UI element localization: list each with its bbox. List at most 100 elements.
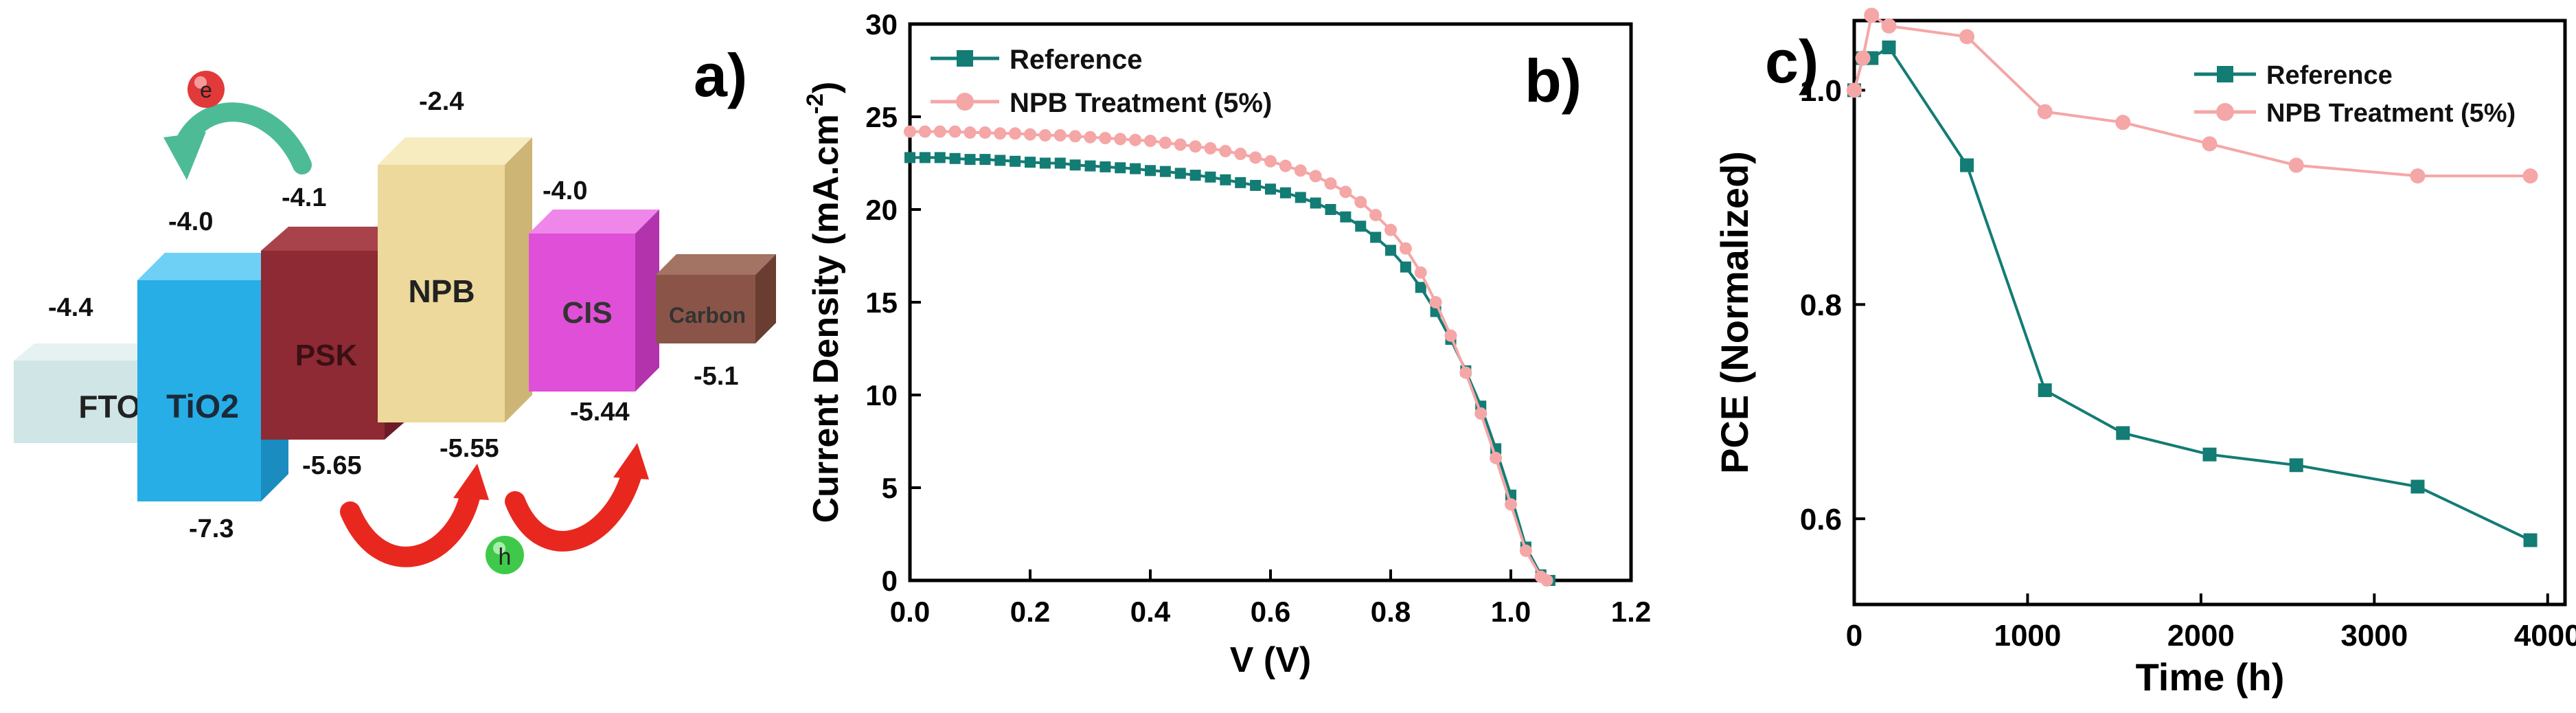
- data-point: [1205, 171, 1216, 183]
- data-point: [1505, 498, 1517, 511]
- data-point: [1429, 296, 1442, 308]
- y-tick-label: 0: [882, 565, 898, 597]
- data-point: [1279, 187, 1291, 199]
- stability-y-axis-label: PCE (Normalized): [1713, 151, 1756, 474]
- data-point: [1159, 166, 1171, 177]
- stability-legend-reference-label: Reference: [2266, 61, 2393, 90]
- jv-series: [904, 125, 1555, 587]
- data-point: [1354, 196, 1367, 209]
- data-point: [904, 152, 915, 163]
- psk-label: PSK: [295, 339, 358, 372]
- hole-transfer-arrow-npb-cis: [505, 443, 649, 552]
- hole-label: h: [499, 544, 512, 570]
- data-point: [1340, 211, 1352, 223]
- data-point: [1235, 177, 1246, 188]
- data-point: [1882, 40, 1896, 54]
- x-tick-label: 1.2: [1611, 596, 1651, 628]
- electron-icon: e: [187, 71, 225, 108]
- data-point: [1159, 136, 1172, 149]
- data-point: [994, 155, 1006, 166]
- y-tick-label: 1.0: [1800, 74, 1842, 108]
- cis-label: CIS: [562, 296, 612, 330]
- data-point: [1855, 50, 1871, 66]
- npb-lower-value: -5.55: [440, 434, 499, 463]
- data-point: [1084, 160, 1096, 172]
- x-tick-label: 1.0: [1491, 596, 1531, 628]
- data-point: [1294, 164, 1307, 177]
- x-tick-label: 0.0: [890, 596, 930, 628]
- data-point: [1054, 157, 1066, 169]
- x-tick-label: 0: [1846, 619, 1862, 653]
- data-point: [934, 152, 946, 163]
- fto-upper-value: -4.4: [48, 293, 93, 322]
- y-tick-label: 30: [865, 8, 898, 41]
- data-point: [2116, 426, 2130, 440]
- y-tick-label: 0.8: [1800, 288, 1842, 322]
- x-tick-label: 0.6: [1251, 596, 1290, 628]
- psk-upper-value: -4.1: [282, 183, 326, 212]
- data-point: [1099, 132, 1112, 145]
- panel-a-label: a): [694, 41, 747, 109]
- data-point: [1474, 407, 1488, 420]
- series-line: [910, 156, 1551, 582]
- jv-x-ticks: 0.0 0.2 0.4 0.6 0.8 1.0 1.2: [890, 569, 1651, 628]
- data-point: [1295, 192, 1306, 203]
- stability-x-axis-label: Time (h): [2136, 655, 2285, 699]
- data-point: [1960, 158, 1974, 172]
- hole-transfer-arrow-psk-npb: [340, 464, 489, 567]
- data-point: [2202, 136, 2218, 152]
- data-point: [1099, 161, 1111, 172]
- data-point: [994, 127, 1007, 140]
- y-tick-label: 0.6: [1800, 503, 1842, 536]
- jv-legend-npb: NPB Treatment (5%): [931, 88, 1272, 118]
- x-tick-label: 0.4: [1130, 596, 1171, 628]
- data-point: [1399, 242, 1412, 255]
- data-point: [964, 154, 976, 166]
- data-point: [1130, 163, 1141, 174]
- y-tick-label: 25: [865, 101, 898, 133]
- data-point: [1265, 183, 1276, 195]
- x-tick-label: 0.8: [1371, 596, 1411, 628]
- data-point: [1220, 174, 1231, 185]
- data-point: [948, 125, 961, 138]
- data-point: [2202, 447, 2217, 462]
- data-point: [1234, 148, 1247, 160]
- series-line: [910, 130, 1548, 582]
- series-npb-treatment: [904, 125, 1553, 587]
- jv-legend-reference-label: Reference: [1010, 45, 1142, 75]
- data-point: [979, 126, 992, 139]
- npb-upper-value: -2.4: [419, 87, 464, 116]
- data-point: [2410, 479, 2425, 494]
- x-tick-label: 4000: [2514, 619, 2576, 653]
- data-point: [919, 152, 931, 163]
- data-point: [1219, 144, 1232, 157]
- data-point: [1540, 574, 1553, 587]
- data-point: [918, 125, 931, 138]
- data-point: [1039, 157, 1051, 169]
- data-point: [1038, 129, 1051, 142]
- cis-lower-value: -5.44: [570, 398, 630, 427]
- data-point: [933, 125, 946, 138]
- data-point: [1024, 128, 1036, 141]
- psk-lower-value: -5.65: [302, 451, 362, 480]
- data-point: [2115, 115, 2131, 131]
- data-point: [1959, 29, 1975, 45]
- electron-label: e: [200, 78, 212, 102]
- data-point: [1414, 266, 1427, 279]
- stability-legend: Reference NPB Treatment (5%): [2194, 61, 2516, 128]
- data-point: [1339, 185, 1352, 199]
- npb-block: NPB: [378, 137, 532, 422]
- data-point: [2289, 458, 2303, 473]
- data-point: [1369, 209, 1382, 222]
- tio2-upper-value: -4.0: [168, 207, 213, 236]
- stability-plot-frame: [1852, 19, 2567, 607]
- data-point: [1385, 245, 1396, 256]
- jv-legend: Reference NPB Treatment (5%): [931, 45, 1272, 118]
- data-point: [1370, 231, 1382, 243]
- data-point: [1459, 366, 1472, 379]
- data-point: [1084, 131, 1097, 144]
- data-point: [1053, 129, 1067, 142]
- data-point: [904, 125, 916, 138]
- energy-level-diagram: a) FTO TiO2 PSK NPB: [14, 41, 776, 574]
- y-tick-label: 20: [865, 194, 898, 226]
